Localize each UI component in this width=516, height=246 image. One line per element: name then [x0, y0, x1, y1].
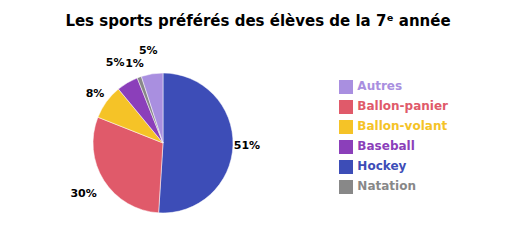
svg-text:5%: 5% — [106, 56, 125, 69]
html-text:Autres: Autres — [357, 79, 403, 93]
svg-text:5%: 5% — [139, 44, 158, 57]
svg-text:8%: 8% — [86, 87, 105, 100]
html-text:Les sports préférés des élèves: Les sports préférés des élèves de la 7ᵉ … — [65, 12, 451, 30]
html-text:Baseball: Baseball — [357, 139, 415, 153]
html-text:Hockey: Hockey — [357, 159, 407, 173]
html-text:Natation: Natation — [357, 179, 416, 193]
html-text:Ballon-panier: Ballon-panier — [357, 99, 448, 113]
svg-text:1%: 1% — [125, 57, 144, 70]
svg-text:30%: 30% — [70, 187, 96, 200]
svg-text:51%: 51% — [234, 139, 260, 152]
html-text:Ballon-volant: Ballon-volant — [357, 119, 448, 133]
